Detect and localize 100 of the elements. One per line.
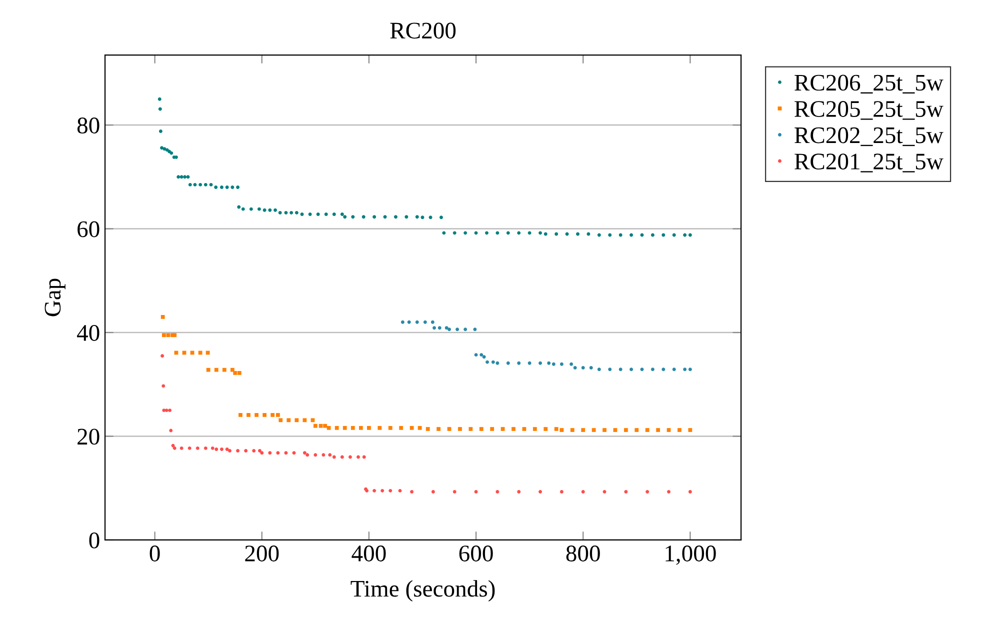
point xyxy=(683,368,687,372)
y-tick-label: 0 xyxy=(89,532,100,548)
x-tick-label: 800 xyxy=(566,546,600,562)
point xyxy=(517,361,521,365)
point xyxy=(480,353,484,357)
point xyxy=(552,362,556,366)
point xyxy=(328,453,332,457)
point xyxy=(560,490,564,494)
point xyxy=(482,355,486,359)
point xyxy=(423,320,427,324)
point xyxy=(517,490,521,494)
point xyxy=(180,446,184,450)
x-axis-title: Time (seconds) xyxy=(350,580,495,602)
point xyxy=(236,449,240,453)
point xyxy=(340,455,344,459)
point xyxy=(474,353,478,357)
point xyxy=(348,455,352,459)
point xyxy=(528,361,532,365)
point xyxy=(452,490,456,494)
point xyxy=(284,451,288,455)
point xyxy=(407,320,411,324)
point xyxy=(228,449,232,453)
point xyxy=(448,328,451,332)
point xyxy=(432,326,436,330)
point xyxy=(672,368,676,372)
point xyxy=(332,455,336,459)
point xyxy=(570,362,574,366)
x-tick-label: 0 xyxy=(150,546,160,562)
point xyxy=(268,451,272,455)
point xyxy=(538,490,542,494)
point xyxy=(292,451,296,455)
point xyxy=(640,368,644,372)
point xyxy=(473,328,477,332)
point xyxy=(160,354,164,358)
point xyxy=(372,488,376,492)
point xyxy=(430,320,434,324)
point xyxy=(356,455,360,459)
point xyxy=(260,451,264,455)
point xyxy=(225,447,229,451)
point xyxy=(322,453,326,457)
point xyxy=(220,447,224,451)
point xyxy=(464,328,468,332)
y-tick-label: 80 xyxy=(77,118,100,134)
point xyxy=(491,360,495,364)
y-tick-label: 60 xyxy=(78,221,100,238)
point xyxy=(306,453,310,457)
point xyxy=(162,384,166,388)
y-tick-label: 20 xyxy=(78,428,100,445)
point xyxy=(646,490,650,494)
point xyxy=(314,453,318,457)
legend-label: RC201_25t_5w xyxy=(794,154,944,172)
point xyxy=(618,368,622,372)
point xyxy=(597,368,601,372)
point xyxy=(581,490,585,494)
point xyxy=(496,361,500,365)
point xyxy=(486,360,490,364)
point xyxy=(380,488,384,492)
point xyxy=(602,490,606,494)
y-tick-label: 40 xyxy=(77,325,100,341)
point xyxy=(630,368,634,372)
point xyxy=(496,490,500,494)
point xyxy=(214,447,218,451)
point xyxy=(547,361,551,365)
point xyxy=(415,320,419,324)
point xyxy=(573,366,577,370)
point xyxy=(169,428,173,432)
point xyxy=(258,449,262,453)
point xyxy=(456,328,460,332)
point xyxy=(244,449,248,453)
legend-label: RC202_25t_5w xyxy=(794,127,944,146)
point xyxy=(164,408,168,412)
point xyxy=(410,490,414,494)
legend-label: RC205_25t_5w xyxy=(794,101,944,120)
point xyxy=(662,368,666,372)
point xyxy=(608,368,612,372)
chart-title: RC200 xyxy=(390,22,456,39)
point xyxy=(168,408,172,412)
point xyxy=(444,326,448,330)
point xyxy=(276,451,280,455)
point xyxy=(589,366,593,370)
point xyxy=(172,446,176,450)
point xyxy=(581,366,585,370)
point xyxy=(204,446,208,450)
x-tick-label: 1,000 xyxy=(666,546,716,565)
point xyxy=(362,455,366,459)
point xyxy=(650,368,654,372)
point xyxy=(538,361,542,365)
point xyxy=(431,490,435,494)
point xyxy=(210,446,214,450)
legend-label: RC206_25t_5w xyxy=(794,74,944,94)
point xyxy=(688,368,692,372)
point xyxy=(188,446,192,450)
x-tick-label: 600 xyxy=(459,546,493,562)
point xyxy=(388,488,392,492)
point xyxy=(688,490,692,494)
point xyxy=(506,361,510,365)
point xyxy=(438,326,442,330)
point xyxy=(196,446,200,450)
y-axis-title: Gap xyxy=(44,278,66,316)
point xyxy=(398,488,402,492)
